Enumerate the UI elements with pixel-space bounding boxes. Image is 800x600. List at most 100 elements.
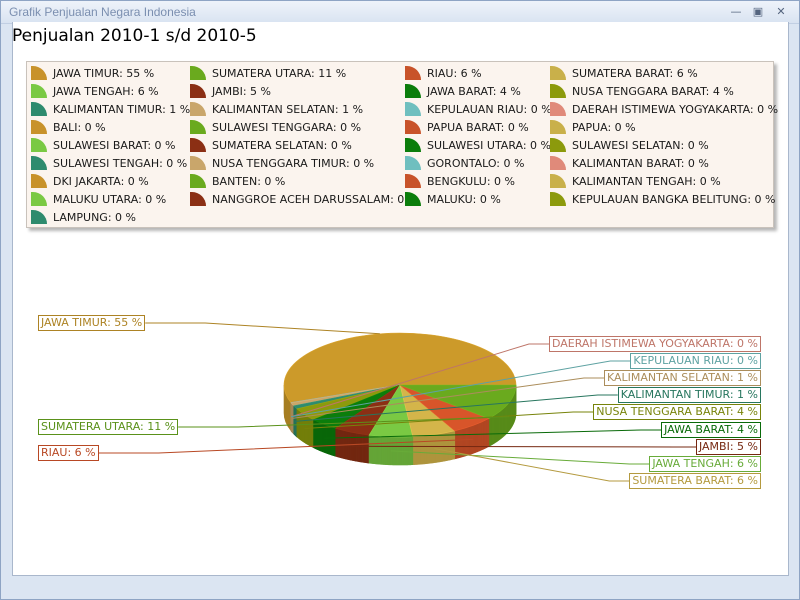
legend-swatch [190,138,206,152]
callout-leader-line [290,343,549,418]
callout-leader-line [351,445,696,448]
callout-leader-line [295,394,618,422]
legend-label: NUSA TENGGARA BARAT: 4 % [572,85,734,98]
legend-item: SULAWESI TENGGARA: 0 % [190,120,361,136]
legend-item: NUSA TENGGARA BARAT: 4 % [550,84,734,100]
legend-swatch [550,138,566,152]
legend-item: KEPULAUAN RIAU: 0 % [405,102,552,118]
legend-item: SUMATERA SELATAN: 0 % [190,138,352,154]
callout-leader-line [434,448,630,482]
data-label: KEPULAUAN RIAU: 0 % [630,353,761,369]
legend-item: DKI JAKARTA: 0 % [31,174,149,190]
legend-label: KALIMANTAN TIMUR: 1 % [53,103,191,116]
legend-swatch [550,174,566,188]
legend-label: PAPUA BARAT: 0 % [427,121,529,134]
legend-swatch [405,84,421,98]
page-title: Penjualan 2010-1 s/d 2010-5 [12,26,257,46]
legend-swatch [31,102,47,116]
legend-swatch [550,192,566,206]
legend-label: KEPULAUAN BANGKA BELITUNG: 0 % [572,193,776,206]
data-label: JAWA BARAT: 4 % [661,422,761,438]
legend-item: KALIMANTAN TENGAH: 0 % [550,174,721,190]
data-label: KALIMANTAN TIMUR: 1 % [617,387,761,403]
legend-item: SULAWESI TENGAH: 0 % [31,156,187,172]
legend-label: PAPUA: 0 % [572,121,636,134]
legend-item: SUMATERA UTARA: 11 % [190,66,346,82]
legend-label: JAWA TIMUR: 55 % [53,67,155,80]
legend-item: PAPUA: 0 % [550,120,636,136]
legend-swatch [550,156,566,170]
legend-item: LAMPUNG: 0 % [31,210,136,226]
legend-label: SUMATERA SELATAN: 0 % [212,139,352,152]
legend-swatch [405,120,421,134]
legend-label: SULAWESI BARAT: 0 % [53,139,176,152]
legend-swatch [190,102,206,116]
legend-item: SULAWESI SELATAN: 0 % [550,138,709,154]
legend-item: JAMBI: 5 % [190,84,271,100]
legend-swatch [550,66,566,80]
legend-swatch [31,84,47,98]
legend-label: JAMBI: 5 % [212,85,272,98]
legend-swatch [550,84,566,98]
legend-label: SUMATERA BARAT: 6 % [572,67,698,80]
legend-swatch [405,102,421,116]
close-icon[interactable]: ✕ [776,5,786,18]
legend-label: KEPULAUAN RIAU: 0 % [427,103,552,116]
legend-swatch [190,66,206,80]
maximize-icon[interactable]: ▣ [752,5,764,18]
legend-item: JAWA TIMUR: 55 % [31,66,154,82]
data-label: SUMATERA UTARA: 11 % [38,419,179,435]
legend-item: DAERAH ISTIMEWA YOGYAKARTA: 0 % [550,102,778,118]
callout-leader-line [292,377,604,419]
legend-item: BALI: 0 % [31,120,106,136]
chart-legend: JAWA TIMUR: 55 % JAWA TENGAH: 6 % KALIMANT… [26,61,778,228]
data-label: SUMATERA BARAT: 6 % [629,473,761,489]
legend-label: BENGKULU: 0 % [427,175,515,188]
legend-label: SUMATERA UTARA: 11 % [212,67,347,80]
legend-item: MALUKU: 0 % [405,192,501,208]
legend-label: MALUKU UTARA: 0 % [53,193,167,206]
minimize-icon[interactable]: — [730,5,742,18]
legend-label: KALIMANTAN BARAT: 0 % [572,157,709,170]
legend-swatch [31,174,47,188]
legend-swatch [190,174,206,188]
callout-leader-line [98,438,474,454]
legend-item: SUMATERA BARAT: 6 % [550,66,698,82]
callout-leader-line [304,411,594,429]
data-label: NUSA TENGGARA BARAT: 4 % [593,404,761,420]
data-label: JAMBI: 5 % [695,439,761,455]
legend-item: JAWA BARAT: 4 % [405,84,521,100]
legend-label: SULAWESI UTARA: 0 % [427,139,552,152]
data-label: JAWA TENGAH: 6 % [649,456,761,472]
legend-item: NANGGROE ACEH DARUSSALAM: 0 % [190,192,418,208]
legend-item: NUSA TENGGARA TIMUR: 0 % [190,156,374,172]
callout-leader-line [324,429,662,439]
legend-item: JAWA TENGAH: 6 % [31,84,159,100]
legend-label: SULAWESI TENGAH: 0 % [53,157,188,170]
legend-item: SULAWESI BARAT: 0 % [31,138,176,154]
legend-label: RIAU: 6 % [427,67,482,80]
legend-swatch [405,174,421,188]
legend-swatch [190,156,206,170]
legend-label: GORONTALO: 0 % [427,157,525,170]
legend-label: BANTEN: 0 % [212,175,286,188]
legend-label: KALIMANTAN TENGAH: 0 % [572,175,721,188]
legend-swatch [550,102,566,116]
legend-item: MALUKU UTARA: 0 % [31,192,166,208]
legend-swatch [405,192,421,206]
data-label: KALIMANTAN SELATAN: 1 % [603,370,761,386]
callout-leader-line [178,416,510,428]
legend-label: JAWA BARAT: 4 % [427,85,521,98]
data-label: DAERAH ISTIMEWA YOGYAKARTA: 0 % [548,336,761,352]
legend-label: SULAWESI TENGGARA: 0 % [212,121,362,134]
legend-swatch [31,120,47,134]
legend-swatch [31,192,47,206]
legend-label: NANGGROE ACEH DARUSSALAM: 0 % [212,193,419,206]
legend-swatch [550,120,566,134]
legend-label: NUSA TENGGARA TIMUR: 0 % [212,157,375,170]
pie-slice [283,332,517,404]
legend-item: SULAWESI UTARA: 0 % [405,138,551,154]
legend-swatch [405,138,421,152]
legend-swatch [405,66,421,80]
window-title: Grafik Penjualan Negara Indonesia [9,5,196,19]
